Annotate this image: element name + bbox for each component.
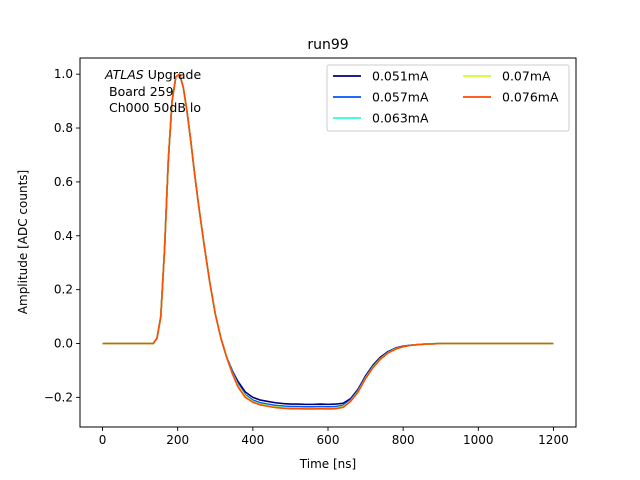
y-tick-label: 0.4	[54, 229, 73, 243]
y-tick-label: 1.0	[54, 67, 73, 81]
x-tick-label: 1200	[538, 433, 569, 447]
annotation-line-3: Ch000 50dB lo	[109, 100, 201, 115]
annotation: ATLAS Upgrade Board 259 Ch000 50dB lo	[104, 67, 201, 115]
legend-frame	[326, 64, 570, 132]
y-tick-label: 0.6	[54, 175, 73, 189]
legend-label-3: 0.07mA	[502, 69, 551, 84]
x-tick-label: 0	[99, 433, 107, 447]
x-tick-label: 1000	[463, 433, 494, 447]
legend: 0.051mA 0.057mA 0.063mA 0.07mA 0.076mA	[326, 64, 570, 132]
y-tick-label: 0.8	[54, 121, 73, 135]
x-tick-label: 200	[166, 433, 189, 447]
series-layer	[102, 73, 554, 410]
y-tick-label: 0.0	[54, 337, 73, 351]
chart-title: run99	[307, 37, 348, 53]
y-axis-label: Amplitude [ADC counts]	[16, 170, 30, 314]
annotation-upgrade: Upgrade	[144, 67, 202, 82]
legend-label-1: 0.057mA	[372, 90, 429, 105]
x-tick-label: 600	[317, 433, 340, 447]
y-axis-ticks: −0.2 0.0 0.2 0.4 0.6 0.8 1.0	[44, 67, 80, 404]
x-axis-label: Time [ns]	[299, 457, 356, 471]
y-tick-label: −0.2	[44, 390, 73, 404]
series-line-4	[102, 73, 554, 410]
annotation-line-2: Board 259	[109, 84, 174, 99]
annotation-atlas: ATLAS	[104, 67, 144, 82]
x-tick-label: 800	[392, 433, 415, 447]
legend-label-0: 0.051mA	[372, 69, 429, 84]
y-tick-label: 0.2	[54, 283, 73, 297]
legend-label-4: 0.076mA	[502, 90, 559, 105]
x-axis-ticks: 0 200 400 600 800 1000 1200	[99, 427, 569, 447]
annotation-line-1: ATLAS Upgrade	[104, 67, 201, 82]
x-tick-label: 400	[241, 433, 264, 447]
legend-label-2: 0.063mA	[372, 111, 429, 126]
